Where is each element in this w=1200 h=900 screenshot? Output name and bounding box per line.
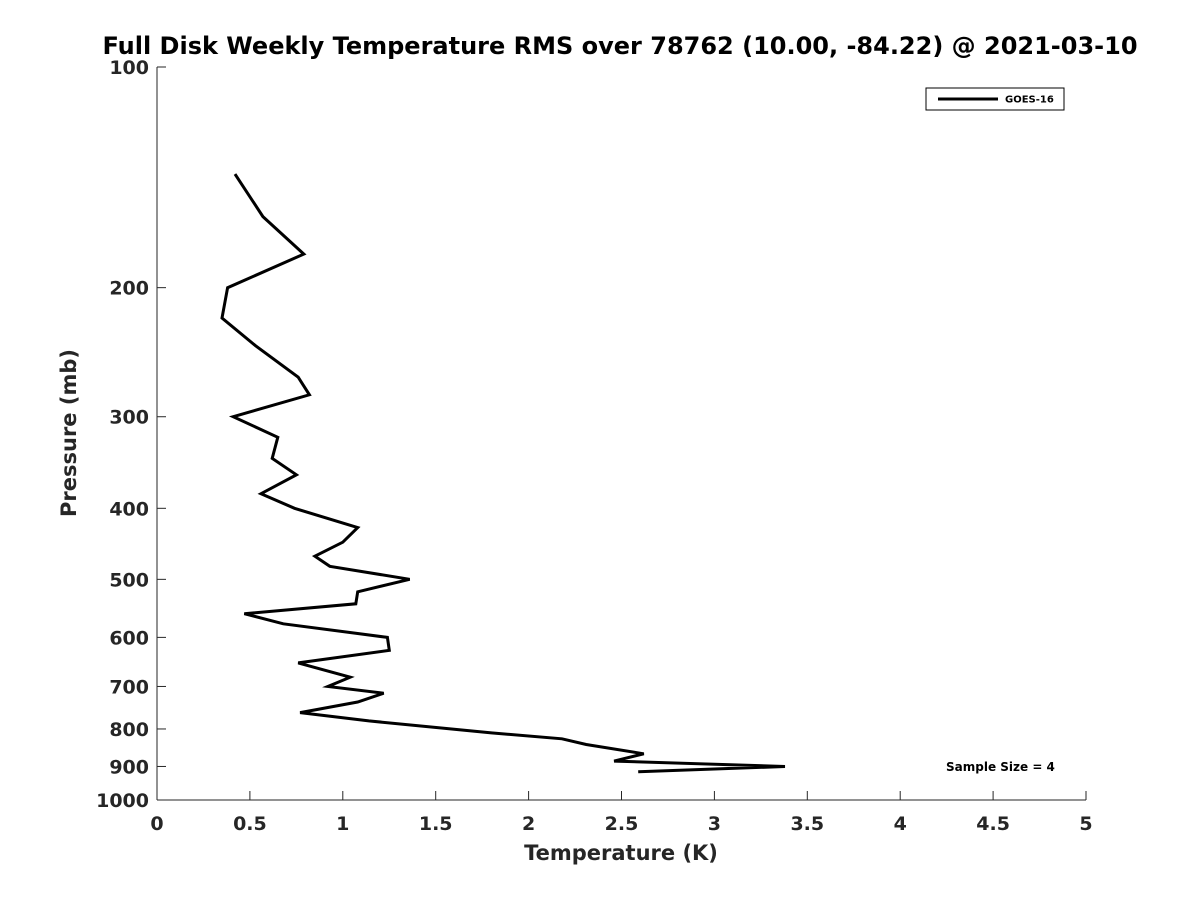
y-tick-label: 100 xyxy=(109,57,149,79)
x-tick-label: 0 xyxy=(150,813,163,835)
legend-label-goes-16: GOES-16 xyxy=(1005,95,1054,106)
x-tick-label: 3 xyxy=(708,813,721,835)
y-tick-label: 400 xyxy=(109,498,149,520)
chart-title: Full Disk Weekly Temperature RMS over 78… xyxy=(102,32,1137,60)
series-layer xyxy=(220,173,786,774)
series-line-goes-16 xyxy=(220,173,786,774)
y-tick-label: 900 xyxy=(109,756,149,778)
x-axis-ticks: 0 0.5 1 1.5 2 2.5 3 3.5 4 4.5 5 xyxy=(150,791,1093,835)
y-tick-label: 1000 xyxy=(96,790,149,812)
y-axis-label: Pressure (mb) xyxy=(57,349,81,517)
y-axis-ticks: 100 200 300 400 500 600 700 800 900 1000 xyxy=(96,57,166,812)
x-tick-label: 4 xyxy=(894,813,907,835)
x-tick-label: 1.5 xyxy=(419,813,453,835)
y-tick-label: 200 xyxy=(109,278,149,300)
y-tick-label: 600 xyxy=(109,627,149,649)
y-tick-label: 500 xyxy=(109,569,149,591)
y-tick-label: 300 xyxy=(109,407,149,429)
x-tick-label: 4.5 xyxy=(976,813,1010,835)
x-tick-label: 1 xyxy=(336,813,349,835)
x-tick-label: 2 xyxy=(522,813,535,835)
legend: GOES-16 xyxy=(925,87,1065,111)
x-axis-label: Temperature (K) xyxy=(524,841,718,865)
x-tick-label: 5 xyxy=(1079,813,1092,835)
x-tick-label: 2.5 xyxy=(605,813,639,835)
sample-size-annotation: Sample Size = 4 xyxy=(946,760,1055,774)
x-tick-label: 0.5 xyxy=(233,813,267,835)
y-tick-label: 800 xyxy=(109,719,149,741)
y-tick-label: 700 xyxy=(109,676,149,698)
x-tick-label: 3.5 xyxy=(790,813,824,835)
